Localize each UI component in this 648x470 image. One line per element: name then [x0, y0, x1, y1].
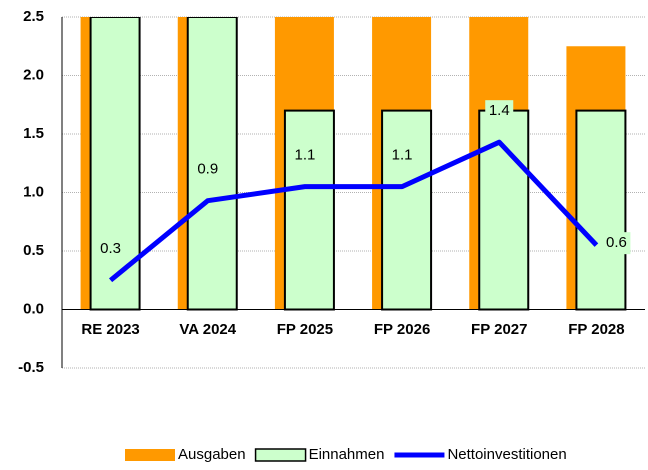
data-label-bg — [602, 232, 631, 255]
bar — [575, 109, 627, 311]
legend-label: Einnahmen — [309, 446, 385, 463]
y-tick-label: 0.0 — [23, 300, 44, 317]
data-label: 1.1 — [392, 147, 413, 164]
legend-label: Nettoinvestitionen — [447, 446, 566, 463]
x-tick-label: FP 2025 — [277, 321, 333, 338]
data-label-bg — [96, 238, 125, 261]
legend-swatch — [125, 449, 175, 461]
x-tick-label: RE 2023 — [81, 321, 139, 338]
x-tick-label: FP 2027 — [471, 321, 527, 338]
data-label: 0.9 — [197, 161, 218, 178]
data-label-bg — [485, 100, 514, 123]
y-tick-label: 1.5 — [23, 125, 44, 142]
data-label-bg — [388, 144, 417, 167]
plot-area — [80, 17, 631, 311]
bar — [283, 109, 335, 311]
y-tick-label: 1.0 — [23, 183, 44, 200]
bar — [478, 109, 530, 311]
data-label-bg — [290, 144, 319, 167]
y-tick-label: -0.5 — [18, 359, 44, 376]
legend-label: Ausgaben — [178, 446, 246, 463]
data-label: 0.3 — [100, 240, 121, 257]
x-tick-label: FP 2028 — [568, 321, 624, 338]
data-label-bg — [193, 158, 222, 181]
bar — [381, 109, 433, 311]
data-label: 1.1 — [294, 147, 315, 164]
y-tick-label: 0.5 — [23, 242, 44, 259]
line — [108, 139, 599, 283]
legend-swatch — [254, 448, 307, 462]
x-tick-label: VA 2024 — [179, 321, 236, 338]
data-label: 1.4 — [489, 102, 510, 119]
x-tick-label: FP 2026 — [374, 321, 430, 338]
y-tick-label: 2.5 — [23, 8, 44, 25]
y-tick-label: 2.0 — [23, 66, 44, 83]
data-label: 0.6 — [606, 234, 627, 251]
